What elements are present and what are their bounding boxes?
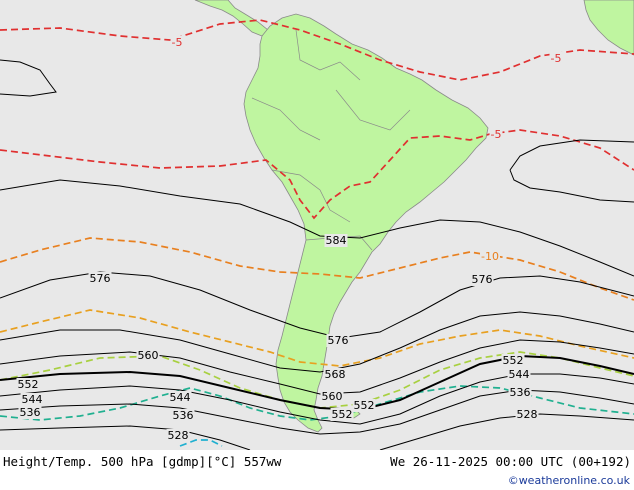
country-border <box>335 89 411 131</box>
height-label: 576 <box>472 273 493 286</box>
label-background <box>507 368 531 381</box>
label-background <box>508 386 532 399</box>
height-contour <box>0 389 634 435</box>
label-background <box>170 36 184 49</box>
height-label: 576 <box>90 272 111 285</box>
label-background <box>470 273 494 286</box>
height-contours <box>0 59 634 450</box>
weather-map: 584 576 576 576 568 560 560 552 552 552 552 544 544 5… <box>0 0 634 450</box>
height-label: 560 <box>322 390 343 403</box>
caribbean-island-land <box>583 0 634 56</box>
label-background <box>168 391 192 404</box>
height-contour <box>509 169 634 203</box>
label-background <box>88 272 112 285</box>
land-layer <box>194 0 634 433</box>
height-contour <box>0 373 634 425</box>
height-label: 544 <box>22 393 43 406</box>
label-background <box>18 406 42 419</box>
country-border <box>271 169 351 223</box>
temperature-label: -5 <box>551 52 562 65</box>
label-background <box>352 399 376 412</box>
temperature-contour <box>0 19 634 81</box>
label-background <box>171 409 195 422</box>
height-label: 528 <box>168 429 189 442</box>
temperature-contours <box>0 19 634 447</box>
country-border <box>295 29 361 81</box>
label-background <box>323 368 347 381</box>
height-label: 568 <box>325 368 346 381</box>
height-label: 552 <box>18 378 39 391</box>
label-background <box>549 52 563 65</box>
height-label: 536 <box>510 386 531 399</box>
height-label: 560 <box>138 349 159 362</box>
height-contour <box>379 413 634 450</box>
height-contour <box>0 179 634 277</box>
height-label: 576 <box>328 334 349 347</box>
temperature-contour <box>0 309 634 367</box>
height-label: 536 <box>20 406 41 419</box>
map-footer: Height/Temp. 500 hPa [gdmp][°C] 557ww We… <box>0 450 634 490</box>
south-america-land <box>243 13 489 433</box>
height-label: 552 <box>503 354 524 367</box>
temperature-contour <box>0 237 634 301</box>
height-label: 552 <box>354 399 375 412</box>
temperature-label: -5 <box>172 36 183 49</box>
credit-link[interactable]: ©weatheronline.co.uk <box>507 474 630 487</box>
height-label: 536 <box>173 409 194 422</box>
height-label: 584 <box>326 234 347 247</box>
height-label: 544 <box>509 368 530 381</box>
label-background <box>136 349 160 362</box>
valid-time: We 26-11-2025 00:00 UTC (00+192) <box>390 454 631 469</box>
label-background <box>324 234 348 247</box>
central-america-land <box>194 0 269 37</box>
temperature-contour <box>0 351 634 409</box>
temperature-label: -10 <box>481 250 499 263</box>
label-background <box>515 408 539 421</box>
height-contour <box>0 59 57 97</box>
label-background <box>166 429 190 442</box>
label-background <box>20 393 44 406</box>
temperature-contour <box>179 439 223 447</box>
temperature-contour <box>0 129 634 220</box>
label-background <box>330 408 354 421</box>
temperature-contour <box>0 385 634 421</box>
label-background <box>489 128 503 141</box>
label-background <box>16 378 40 391</box>
height-label: 552 <box>332 408 353 421</box>
label-background <box>501 354 525 367</box>
height-label: 544 <box>170 391 191 404</box>
label-background <box>326 334 350 347</box>
map-title: Height/Temp. 500 hPa [gdmp][°C] 557ww <box>3 454 282 469</box>
temperature-label: -5 <box>491 128 502 141</box>
country-border <box>251 97 321 141</box>
label-background <box>320 390 344 403</box>
height-contour <box>509 139 634 171</box>
label-background <box>480 250 500 263</box>
height-contour <box>0 425 251 450</box>
height-contour <box>0 311 634 373</box>
height-label: 528 <box>517 408 538 421</box>
